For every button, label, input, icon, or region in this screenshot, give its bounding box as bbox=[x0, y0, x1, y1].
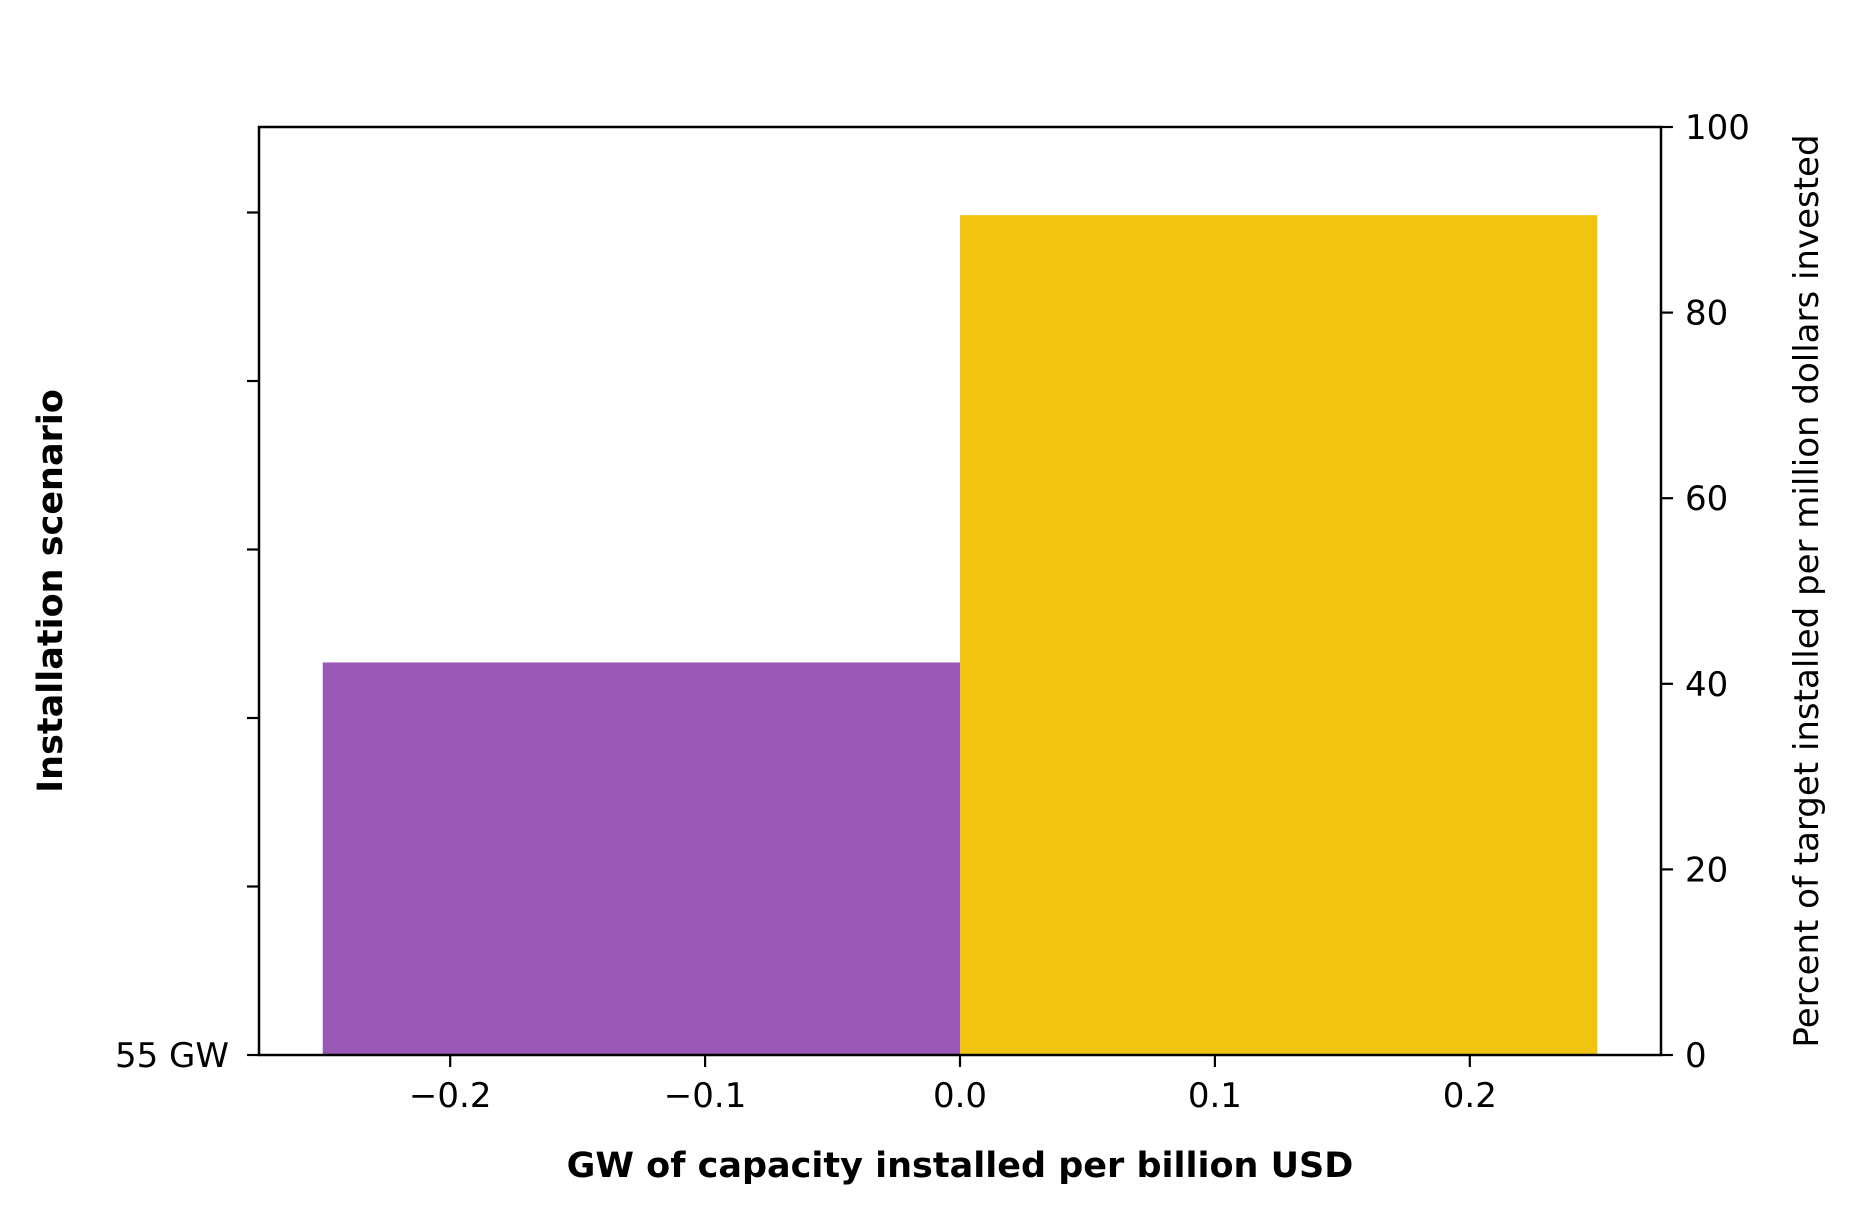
x-tick-label: −0.1 bbox=[664, 1076, 747, 1116]
right-y-tick-label: 80 bbox=[1685, 294, 1728, 334]
x-tick-label: −0.2 bbox=[409, 1076, 492, 1116]
right-y-tick-label: 60 bbox=[1685, 479, 1728, 519]
left-axis-ticks: 55 GW bbox=[115, 211, 259, 1076]
bar-1 bbox=[960, 215, 1598, 1055]
right-y-tick-label: 40 bbox=[1685, 665, 1728, 705]
x-tick-label: 0.0 bbox=[933, 1076, 987, 1116]
right-axis-title: Percent of target installed per million … bbox=[1787, 134, 1827, 1047]
left-y-tick-label: 55 GW bbox=[115, 1036, 229, 1076]
bars-group bbox=[322, 215, 1598, 1055]
bar-0 bbox=[322, 662, 960, 1055]
x-axis-ticks: −0.2 −0.1 0.0 0.1 0.2 bbox=[409, 1055, 1497, 1116]
x-tick-label: 0.1 bbox=[1188, 1076, 1242, 1116]
x-axis-title: GW of capacity installed per billion USD bbox=[567, 1146, 1354, 1186]
x-tick-label: 0.2 bbox=[1443, 1076, 1497, 1116]
right-y-tick-label: 100 bbox=[1685, 108, 1750, 148]
right-y-tick-label: 0 bbox=[1685, 1036, 1707, 1076]
left-axis-title: Installation scenario bbox=[31, 389, 71, 793]
right-y-tick-label: 20 bbox=[1685, 850, 1728, 890]
right-axis-ticks: 0 20 40 60 80 100 bbox=[1661, 108, 1750, 1076]
